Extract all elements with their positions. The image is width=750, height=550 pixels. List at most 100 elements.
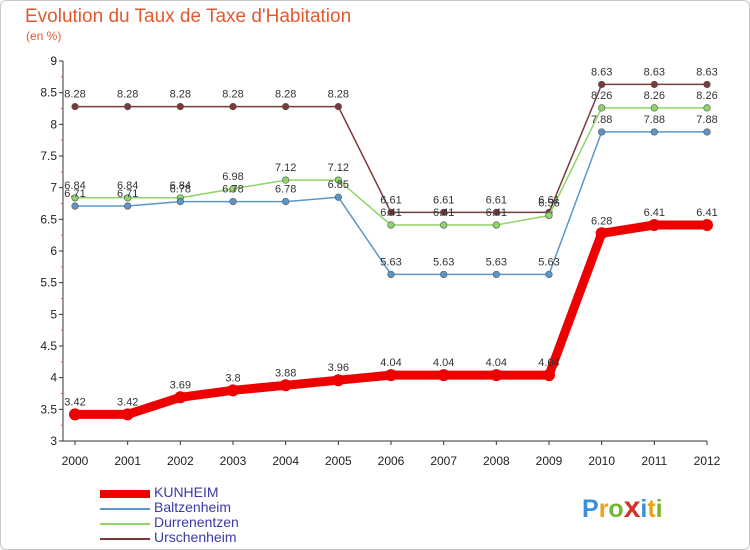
logo-letter: i [655,495,663,523]
data-point-durrenentzen [334,176,342,184]
data-label-baltzenheim: 6.85 [328,179,349,191]
data-label-durrenentzen: 7.12 [275,162,296,174]
legend-label: Baltzenheim [154,499,232,515]
y-tick-label: 8 [50,117,57,131]
data-label-baltzenheim: 7.88 [591,114,612,126]
legend-label: KUNHEIM [154,484,219,500]
data-point-baltzenheim [71,202,79,210]
data-point-urschenheim [334,102,342,111]
data-label-baltzenheim: 5.63 [538,256,559,268]
data-point-kunheim [121,408,134,421]
data-point-durrenentzen [282,176,290,184]
data-label-kunheim: 6.41 [644,207,665,219]
y-tick-label: 6.5 [40,212,57,226]
x-tick-label: 2011 [641,454,667,468]
logo-letter: i [640,495,648,523]
data-point-kunheim [701,219,713,232]
x-tick-label: 2000 [62,454,89,468]
x-tick-label: 2008 [483,454,510,468]
data-point-urschenheim [598,80,606,89]
data-point-urschenheim [176,102,184,111]
x-tick-label: 2003 [220,454,247,468]
data-point-baltzenheim [124,202,132,210]
data-label-urschenheim: 8.28 [328,89,349,101]
data-point-durrenentzen [124,194,132,202]
x-tick-label: 2001 [114,454,141,468]
data-label-durrenentzen: 6.84 [170,180,191,192]
data-label-urschenheim: 8.28 [117,89,138,101]
y-tick-label: 8.5 [40,86,57,100]
data-label-baltzenheim: 6.71 [64,188,85,200]
legend-label: Durrenentzen [154,514,239,530]
chart-legend: KUNHEIM Baltzenheim Durrenentzen Urschenhei… [100,484,360,546]
y-tick-label: 4 [50,371,57,385]
y-tick-label: 4.5 [40,339,57,353]
data-point-kunheim [332,374,345,387]
data-point-baltzenheim [545,270,553,279]
data-point-durrenentzen [387,221,395,229]
data-label-urschenheim: 6.61 [433,194,454,206]
data-point-durrenentzen [598,104,606,112]
data-point-kunheim [490,369,503,382]
data-point-baltzenheim [650,128,658,136]
data-label-durrenentzen: 8.26 [644,90,665,102]
data-point-baltzenheim [703,128,711,136]
data-point-durrenentzen [440,221,448,229]
data-label-urschenheim: 6.61 [486,194,507,206]
data-label-durrenentzen: 6.41 [486,207,507,219]
data-label-kunheim: 4.04 [380,357,401,369]
y-tick-label: 6 [50,244,57,258]
data-point-baltzenheim [598,128,606,136]
data-label-durrenentzen: 6.41 [380,207,401,219]
data-label-kunheim: 3.96 [328,362,349,374]
chart-subtitle: (en %) [26,29,62,43]
data-label-durrenentzen: 8.26 [696,90,717,102]
data-label-urschenheim: 8.63 [644,66,665,78]
logo-letter: x [623,491,641,524]
data-point-kunheim [648,219,661,232]
data-point-kunheim [227,384,239,397]
legend-swatch [100,490,150,498]
data-label-kunheim: 3.42 [64,396,85,408]
data-point-kunheim [543,369,555,382]
data-label-baltzenheim: 7.88 [696,114,717,126]
data-label-baltzenheim: 5.63 [433,256,454,268]
data-label-baltzenheim: 6.71 [117,188,138,200]
data-point-kunheim [279,379,292,392]
data-point-urschenheim [703,80,711,89]
data-label-kunheim: 3.69 [170,379,191,391]
data-label-kunheim: 6.28 [591,215,612,227]
data-point-baltzenheim [492,270,500,279]
data-point-baltzenheim [282,198,290,206]
logo-letter: P [582,495,599,523]
data-label-durrenentzen: 6.84 [64,180,85,192]
legend-swatch [100,523,150,525]
x-tick-label: 2009 [536,454,563,468]
data-label-urschenheim: 8.28 [64,89,85,101]
data-label-durrenentzen: 6.41 [433,207,454,219]
data-label-baltzenheim: 5.63 [486,256,507,268]
x-tick-label: 2002 [167,454,194,468]
y-tick-label: 3.5 [40,402,57,416]
x-tick-label: 2010 [588,454,615,468]
data-label-durrenentzen: 6.84 [117,180,138,192]
data-label-urschenheim: 8.63 [696,66,717,78]
data-label-kunheim: 4.04 [486,357,507,369]
data-label-baltzenheim: 6.78 [170,184,191,196]
logo-letter: r [598,495,609,523]
data-label-urschenheim: 8.28 [170,89,191,101]
data-point-kunheim [174,391,187,404]
legend-item-durrenentzen: Durrenentzen [100,514,360,531]
y-tick-label: 7.5 [40,149,57,163]
logo-letter: o [608,495,624,523]
data-label-urschenheim: 6.61 [538,194,559,206]
data-point-baltzenheim [334,193,342,201]
y-tick-label: 5 [50,307,57,321]
data-label-baltzenheim: 7.88 [644,114,665,126]
data-label-kunheim: 3.42 [117,396,138,408]
data-label-urschenheim: 8.28 [222,89,243,101]
x-tick-label: 2005 [325,454,352,468]
data-point-urschenheim [282,102,290,111]
data-point-durrenentzen [650,104,658,112]
